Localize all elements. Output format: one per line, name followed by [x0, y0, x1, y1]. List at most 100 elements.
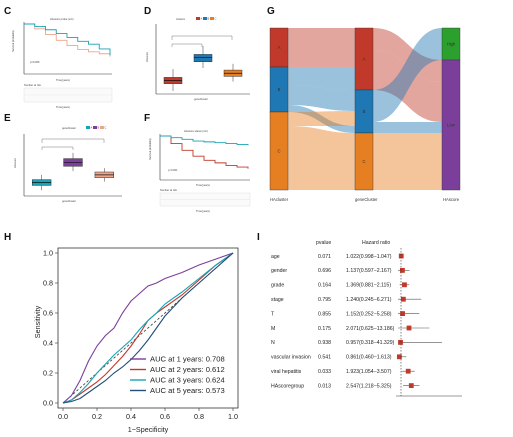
legend-swatch-C [100, 126, 104, 129]
f-risk-title: Number at risk [160, 188, 178, 192]
panel-g: A B C A B C High Low HAcluster geneCluster HAsc… [269, 27, 461, 202]
c-pvalue: p=0.005 [30, 60, 40, 64]
roc-y-label: Sensitivity [33, 305, 42, 338]
d-legend: A B C [196, 17, 217, 21]
forest-col-hr: Hazard ratio [362, 240, 390, 246]
forest-row-name: N [271, 340, 275, 346]
roc-ytick-label: 1.0 [43, 248, 53, 257]
e-legend-title: geneCluster [62, 126, 76, 130]
panel-label-c: C [4, 6, 11, 17]
d-legend-title: clusters [176, 17, 186, 21]
forest-row-name: stage [271, 297, 284, 303]
sankey-node-middle-C [354, 132, 374, 191]
forest-row-hr: 1.240(0.245−6.271) [346, 297, 392, 303]
d-y-label: HAscore [145, 51, 149, 62]
panel-f: HAscore status (mtr) Survival probabilit… [148, 129, 251, 213]
roc-ytick-label: 0.0 [43, 398, 53, 407]
forest-row-pvalue: 0.033 [318, 369, 331, 375]
roc-xtick-label: 1.0 [228, 412, 238, 421]
legend-swatch-B [203, 17, 207, 20]
roc-ytick-label: 0.4 [43, 338, 53, 347]
legend-swatch-A [86, 126, 90, 129]
c-risk-x-label: Time(years) [56, 105, 70, 109]
panel-c: HAscore probe (mtr) Survival probability… [11, 17, 113, 109]
sankey-flows [288, 28, 442, 190]
flow-b-a [288, 67, 355, 90]
panel-h: 0.0 0.0 0.2 0.2 0.4 0.4 0.6 0.6 0.8 0.8 1.0 1.0 Sen… [33, 247, 239, 434]
forest-point [400, 311, 405, 316]
roc-legend-label-4: AUC at 5 years: 0.573 [150, 386, 225, 395]
f-curves [160, 135, 249, 169]
roc-diagonal [62, 252, 234, 404]
legend-label-B: B [98, 126, 100, 130]
flow-b-c [288, 105, 355, 133]
forest-point [405, 368, 411, 374]
f-risk-x-label: Time(years) [196, 209, 210, 213]
roc-xtick-label: 0.0 [58, 412, 68, 421]
d-significance [171, 35, 233, 47]
roc-xtick-label: 0.2 [92, 412, 102, 421]
forest-row-pvalue: 0.696 [318, 268, 331, 274]
km-curve-low [24, 23, 111, 56]
roc-curve-1 [62, 252, 234, 404]
forest-row-hr: 0.861(0.460−1.613) [346, 355, 392, 361]
panel-label-i: I [257, 232, 260, 243]
forest-row-name: vascular invasion [271, 355, 311, 361]
forest-row-hr: 1.137(0.597−2.167) [346, 268, 392, 274]
e-significance [41, 138, 105, 150]
roc-frame [57, 247, 239, 409]
flow-mb-low [373, 122, 442, 133]
c-risk-table [23, 87, 113, 103]
legend-label-C: C [215, 17, 217, 21]
box-B [193, 54, 213, 62]
sankey-axis-right: HAscore [443, 197, 460, 202]
forest-row-pvalue: 0.175 [318, 326, 331, 332]
forest-point [396, 354, 402, 360]
c-risk-title: Number at risk [24, 83, 42, 87]
panel-label-h: H [4, 232, 11, 243]
forest-row-name: gender [271, 268, 287, 274]
e-y-label: HAscore [13, 157, 17, 168]
roc-ytick-label: 0.8 [43, 278, 53, 287]
c-y-label: Survival probability [11, 30, 15, 52]
sankey-node-label-left-A: A [278, 45, 281, 50]
f-y-label: Survival probability [148, 138, 152, 160]
sankey-node-left-C [269, 111, 289, 191]
sankey-axis-left: HAcluster [270, 197, 289, 202]
roc-x-label: 1−Specificity [128, 425, 169, 434]
roc-curve-2 [62, 252, 234, 404]
roc-xtick-label: 0.6 [160, 412, 170, 421]
forest-row-hr: 2.547(1.218−5.325) [346, 383, 392, 389]
forest-point [406, 325, 412, 331]
legend-swatch-C [210, 17, 214, 20]
forest-row-name: grade [271, 283, 284, 289]
forest-row-hr: 1.369(0.881−2.115) [346, 283, 391, 289]
flow-mc-low [373, 133, 442, 190]
forest-row-pvalue: 0.013 [318, 383, 331, 389]
sankey-node-label-middle-A: A [363, 57, 366, 62]
e-x-label: geneCluster [62, 199, 76, 203]
sankey-node-label-right-High: High [447, 42, 456, 47]
forest-row-name: age [271, 254, 280, 260]
legend-label-A: A [201, 17, 203, 21]
flow-ma-low [373, 28, 442, 82]
forest-row-pvalue: 0.855 [318, 311, 331, 317]
forest-row-hr: 0.957(0.318−41.329) [346, 340, 395, 346]
sankey-node-label-left-B: B [278, 87, 281, 92]
forest-row-pvalue: 0.541 [318, 355, 331, 361]
panel-d: clusters A B C HAscore geneCluster [145, 17, 250, 101]
forest-point [402, 282, 407, 288]
roc-ytick-label: 0.6 [43, 308, 53, 317]
roc-legend-label-1: AUC at 1 years: 0.708 [150, 355, 225, 364]
sankey-node-label-middle-B: B [363, 109, 366, 114]
legend-label-B: B [208, 17, 210, 21]
flow-mb-high [373, 28, 442, 122]
e-legend: A B C [86, 126, 107, 130]
c-x-label: Time(years) [56, 78, 70, 82]
flow-c-b [288, 111, 355, 126]
forest-col-pvalue: pvalue [316, 240, 331, 246]
roc-ytick-label: 0.2 [43, 368, 53, 377]
legend-label-C: C [105, 126, 107, 130]
